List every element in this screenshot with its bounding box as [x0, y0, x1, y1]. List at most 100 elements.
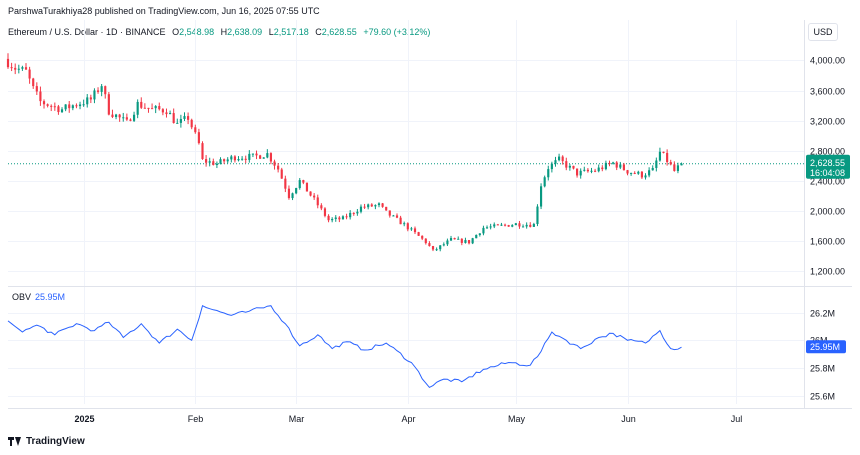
candle-body [179, 118, 182, 123]
candle-body [367, 204, 370, 208]
obv-last-value: 25.95M [810, 342, 840, 352]
obv-tick-label: 25.8M [810, 364, 835, 374]
candle-body [363, 206, 366, 208]
candle-body [313, 195, 316, 198]
currency-button[interactable]: USD [808, 23, 838, 41]
candle-body [637, 171, 640, 174]
price-tick-label: 3,600.00 [810, 87, 845, 97]
candle-body [572, 165, 575, 169]
price-tick-label: 1,200.00 [810, 267, 845, 277]
low-value: 2,517.18 [273, 27, 309, 37]
candle-body [248, 153, 251, 160]
candle-body [320, 205, 323, 209]
candle-body [597, 167, 600, 172]
time-tick-label: 2025 [74, 414, 94, 424]
candle-body [539, 186, 543, 207]
candle-body [557, 156, 561, 161]
candle-body [406, 223, 409, 230]
candle-body [410, 228, 413, 230]
candle-body [165, 112, 168, 115]
candle-body [96, 90, 100, 92]
candle-body [478, 233, 481, 235]
candle-body [169, 113, 172, 115]
candle-body [24, 67, 28, 70]
candle-body [114, 114, 118, 117]
price-tick-label: 1,600.00 [810, 237, 845, 247]
candle-body [554, 160, 557, 164]
candle-body [323, 208, 327, 216]
candle-body [187, 116, 190, 120]
obv-axis[interactable]: 26.2M 26M 25.8M 25.6M [810, 309, 835, 402]
candle-body [518, 223, 521, 227]
candle-body [543, 177, 546, 187]
candle-body [226, 159, 229, 162]
time-tick-label: Mar [289, 414, 305, 424]
price-tick-label: 4,000.00 [810, 56, 845, 66]
candle-body [309, 191, 312, 196]
candle-body [215, 163, 218, 165]
candle-body [442, 244, 445, 246]
candle-body [14, 67, 17, 70]
candle-body [514, 223, 517, 226]
ohlc-legend: Ethereum / U.S. Dollar · 1D · BINANCE O 2… [8, 27, 430, 37]
price-axis[interactable]: 4,000.00 3,600.00 3,200.00 2,800.00 2,400.00… [810, 56, 845, 277]
candle-body [392, 215, 395, 217]
candle-body [194, 127, 197, 133]
candle-body [287, 188, 291, 199]
candle-body [212, 161, 215, 165]
candle-body [237, 159, 240, 161]
candle-body [428, 243, 431, 247]
candle-body [68, 104, 71, 109]
candle-body [446, 240, 449, 245]
candle-body [377, 203, 381, 206]
low-label: L [268, 27, 274, 37]
candle-body [395, 215, 399, 218]
time-tick-label: May [508, 414, 526, 424]
candle-body [208, 161, 211, 163]
candle-body [35, 86, 38, 92]
time-axis[interactable]: 2025 Feb Mar Apr May Jun Jul [74, 414, 742, 424]
price-tick-label: 2,800.00 [810, 147, 845, 157]
candle-body [608, 162, 611, 164]
candle-body [576, 168, 579, 176]
open-label: O [172, 27, 180, 37]
candle-body [449, 238, 453, 241]
candle-body [331, 218, 334, 221]
publisher-attribution: ParshwaTurakhiya28 published on TradingV… [8, 6, 320, 16]
candle-body [39, 91, 42, 102]
candle-body [489, 226, 492, 228]
candle-body [129, 119, 132, 121]
obv-label[interactable]: OBV [12, 292, 32, 302]
price-tick-label: 2,000.00 [810, 207, 845, 217]
candle-body [471, 238, 474, 244]
high-value: 2,638.09 [227, 27, 263, 37]
candle-body [241, 158, 244, 160]
candle-body [529, 224, 532, 227]
candle-body [244, 158, 247, 160]
candle-body [143, 107, 146, 109]
candle-body [223, 159, 226, 162]
candle-body [176, 122, 179, 124]
candle-body [482, 227, 485, 234]
obv-tick-label: 26M [810, 336, 828, 346]
tradingview-footer[interactable]: TradingView [8, 436, 85, 447]
candle-body [619, 164, 622, 168]
candle-body [277, 165, 280, 170]
candle-body [32, 78, 35, 87]
grid-lines [8, 20, 804, 404]
time-tick-label: Jun [621, 414, 636, 424]
candle-body [284, 178, 287, 189]
candle-body [219, 159, 222, 164]
candle-body [327, 215, 330, 221]
candle-body [122, 117, 125, 119]
candle-body [53, 106, 56, 108]
candle-body [435, 249, 438, 251]
candle-body [147, 107, 150, 109]
candle-body [565, 161, 568, 168]
candle-body [511, 225, 514, 227]
candle-body [644, 175, 647, 178]
symbol-label[interactable]: Ethereum / U.S. Dollar · 1D · BINANCE [8, 27, 166, 37]
candle-body [100, 86, 103, 92]
obv-value: 25.95M [35, 292, 66, 302]
